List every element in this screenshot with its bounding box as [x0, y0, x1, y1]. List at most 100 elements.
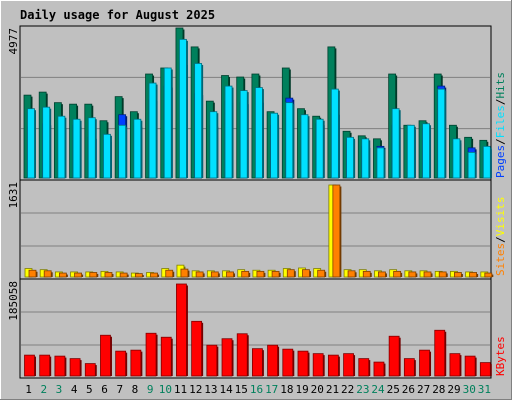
sites-bar-day-5 [89, 272, 98, 278]
sites-bar-day-17 [271, 270, 280, 278]
kbytes-bar-day-30-shadow [475, 357, 477, 376]
legend-hits: Hits [494, 72, 507, 99]
day-label-14: 14 [219, 383, 233, 396]
kbytes-bar-day-11 [176, 283, 187, 377]
svg-text:Sites/Visits: Sites/Visits [494, 197, 507, 277]
day-label-9: 9 [147, 383, 154, 396]
sites-bar-day-14 [226, 271, 234, 278]
files-bar-day-25 [391, 108, 400, 179]
files-bar-day-30 [467, 151, 476, 179]
day-label-20: 20 [311, 383, 324, 396]
kbytes-bar-day-4 [69, 358, 81, 377]
panel-visits-gridlines [21, 212, 490, 247]
svg-text:KBytes: KBytes [494, 336, 507, 376]
sites-bar-day-23 [362, 270, 371, 278]
kbytes-bar-day-15-shadow [247, 335, 249, 376]
day-label-4: 4 [71, 383, 78, 396]
sites-bar-day-3-shadow [66, 274, 68, 277]
files-bar-day-11 [179, 38, 187, 179]
day-label-11: 11 [174, 383, 187, 396]
kbytes-bar-day-29 [449, 353, 461, 377]
sites-bar-day-12 [195, 271, 204, 278]
sites-bar-day-7-shadow [127, 274, 129, 277]
kbytes-bar-day-9-shadow [156, 334, 158, 376]
panel-visits-sites: 1631 Sites/Visits [7, 179, 507, 280]
sites-bar-day-23-shadow [370, 272, 372, 277]
kbytes-bar-day-14-shadow [232, 340, 234, 376]
day-label-13: 13 [204, 383, 217, 396]
legend-files: Files [494, 105, 507, 138]
files-bar-day-27-shadow [429, 125, 432, 178]
files-bar-day-17 [270, 112, 278, 179]
sites-bar-day-10 [165, 269, 174, 278]
x-axis-day-labels: 1 2 3 4 5 6 7 8 9 10 11 12 13 14 15 16 17 18 19 20 21 22 23 24 2… [25, 383, 491, 396]
sites-bar-day-4 [74, 272, 82, 278]
files-bar-day-15 [239, 90, 248, 179]
sites-bar-day-2 [43, 270, 52, 278]
sites-bar-day-12-shadow [203, 273, 205, 277]
files-bar-day-30-shadow [475, 153, 477, 178]
files-bar-day-5 [87, 117, 96, 179]
files-bar-day-27 [422, 123, 430, 179]
panel-hits-legend: Pages/Files/Hits [494, 72, 507, 178]
kbytes-bar-day-28 [434, 329, 446, 377]
kbytes-bar-day-2-shadow [49, 356, 52, 376]
sites-bar-day-8-shadow [142, 275, 144, 277]
files-bar-day-29-shadow [459, 140, 462, 178]
day-label-25: 25 [387, 383, 400, 396]
kbytes-bar-day-27-shadow [429, 351, 432, 376]
day-label-15: 15 [235, 383, 248, 396]
day-label-31: 31 [478, 383, 491, 396]
files-bar-day-18 [285, 102, 294, 179]
files-bar-day-4-shadow [80, 120, 82, 178]
files-bar-day-6-shadow [110, 135, 112, 178]
kbytes-bar-day-24-shadow [383, 363, 386, 376]
kbytes-bar-day-17 [267, 344, 278, 377]
sites-bar-day-19-shadow [309, 271, 311, 277]
day-label-12: 12 [189, 383, 202, 396]
kbytes-bar-day-9 [145, 332, 157, 377]
files-bar-day-10-shadow [171, 69, 173, 178]
kbytes-bar-day-19 [297, 350, 309, 377]
kbytes-bar-day-26 [403, 358, 415, 377]
files-bar-day-10 [163, 67, 172, 179]
kbytes-bar-day-28-shadow [444, 331, 447, 376]
files-bar-day-21 [330, 88, 339, 179]
kbytes-bar-day-4-shadow [80, 360, 82, 376]
panel-kbytes-legend: KBytes [494, 336, 507, 376]
sites-bar-day-25 [393, 270, 402, 278]
sites-bar-day-10-shadow [172, 271, 175, 277]
kbytes-bar-day-29-shadow [459, 355, 462, 376]
files-bar-day-21-shadow [338, 90, 340, 178]
sites-bar-day-13-shadow [218, 273, 220, 277]
files-bar-day-17-shadow [277, 114, 280, 178]
files-bar-day-8-shadow [140, 120, 143, 178]
files-bar-day-15-shadow [247, 92, 249, 178]
files-bar-day-31 [482, 145, 491, 179]
sites-bar-day-9 [150, 272, 158, 278]
files-bar-day-11-shadow [186, 40, 188, 178]
kbytes-bar-day-14 [221, 338, 233, 377]
day-label-10: 10 [159, 383, 172, 396]
kbytes-bar-day-31 [479, 362, 491, 377]
files-bar-day-3-shadow [64, 117, 67, 178]
kbytes-bar-day-31-shadow [490, 364, 492, 376]
files-bar-day-20-shadow [323, 120, 325, 178]
kbytes-bar-day-20 [312, 353, 324, 377]
files-bar-day-24-shadow [383, 149, 386, 178]
files-bar-day-26-shadow [414, 126, 416, 178]
day-label-2: 2 [40, 383, 47, 396]
sites-bar-day-21-shadow [339, 186, 342, 277]
panel-kbytes-ymax-label: 185058 [7, 281, 20, 321]
sites-bar-day-3 [58, 272, 67, 278]
kbytes-bar-day-22-shadow [353, 355, 356, 376]
files-bar-day-22 [346, 136, 354, 179]
panel-kbytes: 185058 KBytes [7, 278, 507, 379]
sites-bar-day-5-shadow [96, 273, 99, 277]
panel-visits-legend: Sites/Visits [494, 197, 507, 277]
sites-bar-day-21 [332, 184, 341, 278]
panel-hits-files-pages: 4977 Pages/Files/Hits [7, 25, 507, 181]
kbytes-bar-day-24 [373, 361, 385, 377]
sites-bar-day-2-shadow [51, 272, 53, 277]
